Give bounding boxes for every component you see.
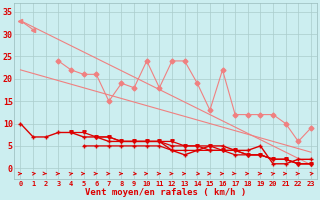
X-axis label: Vent moyen/en rafales ( km/h ): Vent moyen/en rafales ( km/h )	[85, 188, 246, 197]
